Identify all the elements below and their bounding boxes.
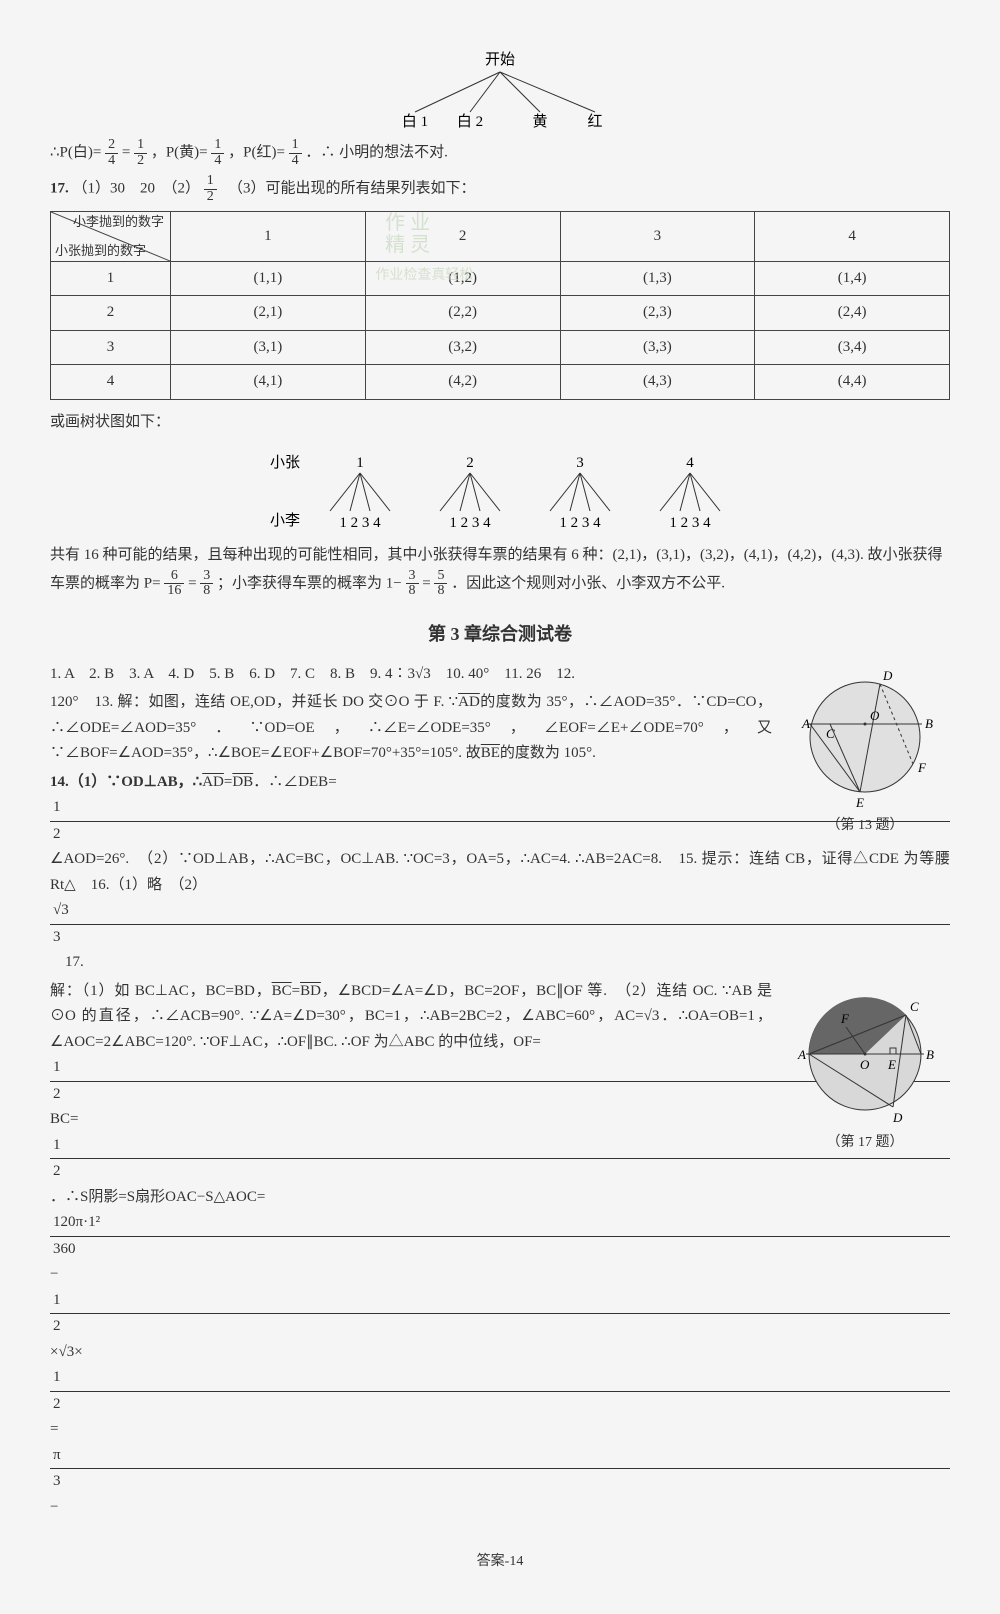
col-head: 4 bbox=[755, 211, 950, 261]
svg-text:A: A bbox=[797, 1047, 806, 1062]
svg-text:O: O bbox=[860, 1057, 870, 1072]
svg-text:1 2 3 4: 1 2 3 4 bbox=[449, 515, 491, 531]
section-3-answers: A B C D E F O （第 13 题） 1. A 2. B 3. A 4.… bbox=[50, 662, 950, 1521]
svg-text:3: 3 bbox=[576, 455, 584, 471]
svg-text:O: O bbox=[870, 708, 880, 723]
col-head: 3 bbox=[560, 211, 755, 261]
svg-text:1: 1 bbox=[356, 455, 364, 471]
tree1-leaf: 黄 bbox=[532, 113, 547, 130]
svg-text:小李: 小李 bbox=[270, 512, 300, 529]
tree1-leaf: 白 2 bbox=[457, 113, 483, 130]
svg-text:2: 2 bbox=[466, 455, 474, 471]
svg-text:C: C bbox=[826, 726, 835, 741]
svg-text:A: A bbox=[801, 716, 810, 731]
svg-text:1 2 3 4: 1 2 3 4 bbox=[669, 515, 711, 531]
or-tree-label: 或画树状图如下： bbox=[50, 410, 950, 436]
table-corner-cell: 小李抛到的数字 小张抛到的数字 bbox=[51, 211, 171, 261]
prob-line: ∴P(白)= 24 = 12 ，P(黄)= 14 ，P(红)= 14 ．∴ 小明… bbox=[50, 138, 950, 168]
svg-text:E: E bbox=[855, 795, 864, 810]
col-head: 1 bbox=[171, 211, 366, 261]
svg-text:B: B bbox=[925, 716, 933, 731]
tree1-leaf: 白 1 bbox=[402, 113, 428, 130]
figure-13: A B C D E F O （第 13 题） bbox=[780, 662, 950, 838]
tree1-root: 开始 bbox=[485, 51, 515, 68]
svg-text:小张: 小张 bbox=[270, 454, 300, 471]
svg-text:C: C bbox=[910, 999, 919, 1014]
svg-text:F: F bbox=[917, 760, 927, 775]
table-row: 4(4,1)(4,2)(4,3)(4,4) bbox=[51, 365, 950, 400]
section-3-title: 第 3 章综合测试卷 bbox=[50, 619, 950, 650]
svg-text:E: E bbox=[887, 1057, 896, 1072]
svg-text:D: D bbox=[882, 668, 893, 683]
svg-text:1 2 3 4: 1 2 3 4 bbox=[559, 515, 601, 531]
svg-text:D: D bbox=[892, 1110, 903, 1125]
col-head: 2 作 业 精 灵 bbox=[365, 211, 560, 261]
tree1-leaf: 红 bbox=[587, 113, 602, 130]
outcomes-table: 小李抛到的数字 小张抛到的数字 1 2 作 业 精 灵 3 4 1 (1,1) … bbox=[50, 211, 950, 400]
page-footer: 答案-14 bbox=[50, 1550, 950, 1574]
figure-17: A B C D E F O （第 17 题） bbox=[780, 979, 950, 1155]
watermark-text: 精 灵 bbox=[385, 228, 430, 262]
watermark-text: 作业检查真轻松 bbox=[375, 264, 473, 288]
svg-text:1 2 3 4: 1 2 3 4 bbox=[339, 515, 381, 531]
q17-header: 17. （1）30 20 （2） 12 （3）可能出现的所有结果列表如下： bbox=[50, 174, 950, 204]
svg-text:F: F bbox=[840, 1011, 850, 1026]
svg-text:4: 4 bbox=[686, 455, 694, 471]
para-q17-result: 共有 16 种可能的结果，且每种出现的可能性相同，其中小张获得车票的结果有 6 … bbox=[50, 543, 950, 599]
table-row: 3(3,1)(3,2)(3,3)(3,4) bbox=[51, 330, 950, 365]
svg-text:B: B bbox=[926, 1047, 934, 1062]
table-row: 2(2,1)(2,2)(2,3)(2,4) bbox=[51, 296, 950, 331]
tree-diagram-2: 小张 小李 1 2 3 4 1 2 3 4 1 2 3 4 1 2 3 4 1 … bbox=[50, 445, 950, 535]
tree-diagram-1: 开始 白 1 白 2 黄 红 bbox=[50, 50, 950, 130]
table-row: 1 (1,1) (1,2) 作业检查真轻松 (1,3)(1,4) bbox=[51, 261, 950, 296]
